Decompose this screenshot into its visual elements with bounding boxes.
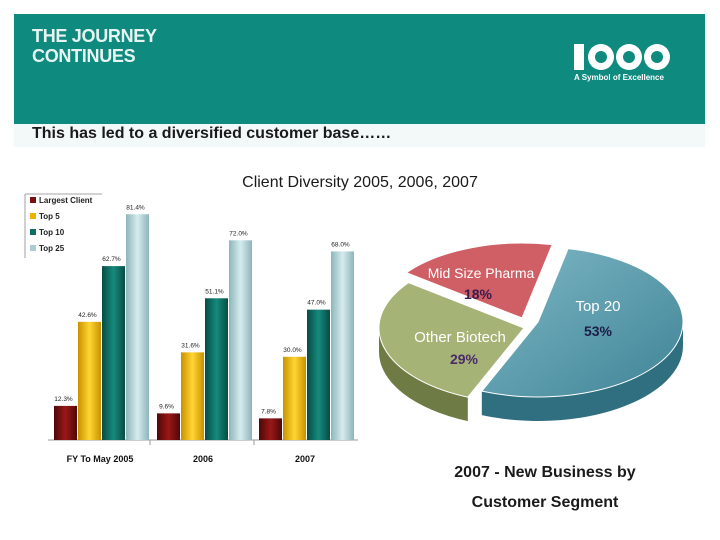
x-tick-label: FY To May 2005 <box>67 454 134 464</box>
bar-legend: Largest Client Top 5 Top 10 Top 25 <box>24 193 102 258</box>
pie-side-other-biotech <box>379 328 468 422</box>
bar-data-label: 62.7% <box>102 256 121 263</box>
journey-line-1: THE JOURNEY <box>32 26 157 46</box>
bar-data-label: 31.6% <box>181 342 200 349</box>
bar-top-5-3 <box>283 356 306 440</box>
chart-title: Client Diversity 2005, 2006, 2007 <box>0 174 720 192</box>
bar-data-label: 81.4% <box>126 204 145 211</box>
bar-top-25-3 <box>331 251 354 440</box>
bar-data-label: 47.0% <box>307 300 326 307</box>
pie-slice-label: Mid Size Pharma <box>428 265 535 281</box>
bar-top-5-1 <box>78 321 101 440</box>
x-tick-label: 2007 <box>295 454 315 464</box>
logo-o-icon <box>616 44 642 70</box>
bar-data-label: 68.0% <box>331 241 350 248</box>
bar-top-25-2 <box>229 240 252 440</box>
legend-label: Top 25 <box>39 244 65 253</box>
pie-slice-top-20 <box>480 248 684 398</box>
legend-label: Top 10 <box>39 228 65 237</box>
pie-caption: 2007 - New Business by Customer Segment <box>400 458 690 518</box>
icon-logo: A Symbol of Excellence <box>574 44 674 88</box>
subtitle-bar <box>14 124 705 147</box>
bar-largest-client-1 <box>54 405 77 440</box>
bar-top-10-3 <box>307 309 330 440</box>
journey-line-2: CONTINUES <box>32 46 136 66</box>
pie-caption-line-2: Customer Segment <box>471 494 619 511</box>
logo-n-icon <box>644 44 670 70</box>
pie-slice-value: 29% <box>450 351 479 367</box>
legend-swatch <box>30 197 36 203</box>
bar-data-label: 72.0% <box>229 230 248 237</box>
bar-top-5-2 <box>181 352 204 440</box>
logo-c-icon <box>588 44 614 70</box>
legend-swatch <box>30 245 36 251</box>
bar-data-label: 42.6% <box>78 312 97 319</box>
legend-label: Top 5 <box>39 212 60 221</box>
pie-slice-value: 18% <box>464 286 493 302</box>
bar-data-label: 12.3% <box>54 396 73 403</box>
bar-top-10-2 <box>205 298 228 440</box>
bar-data-label: 30.0% <box>283 347 302 354</box>
pie-slice-label: Other Biotech <box>414 329 506 346</box>
pie-side-top-20 <box>481 322 683 422</box>
bar-data-label: 9.6% <box>159 403 174 410</box>
bar-data-label: 7.8% <box>261 408 276 415</box>
slide-subtitle: This has led to a diversified customer b… <box>32 125 392 142</box>
bar-largest-client-3 <box>259 418 282 440</box>
chart-title-text: Client Diversity 2005, 2006, 2007 <box>242 174 478 191</box>
pie-caption-line-1: 2007 - New Business by <box>454 464 636 481</box>
logo-tagline: A Symbol of Excellence <box>574 73 664 82</box>
pie-slice-value: 53% <box>584 323 613 339</box>
pie-slice-mid-size-pharma <box>405 242 553 319</box>
legend-swatch <box>30 229 36 235</box>
bar-top-10-1 <box>102 266 125 440</box>
legend-swatch <box>30 213 36 219</box>
logo-i-icon <box>574 44 584 70</box>
legend-label: Largest Client <box>39 196 93 205</box>
journey-title: THE JOURNEY CONTINUES <box>32 26 157 66</box>
bar-largest-client-2 <box>157 413 180 440</box>
pie-slice-other-biotech <box>378 282 525 398</box>
bar-top-25-1 <box>126 214 149 440</box>
x-tick-label: 2006 <box>193 454 213 464</box>
bar-data-label: 51.1% <box>205 288 224 295</box>
pie-slice-label: Top 20 <box>575 298 620 315</box>
